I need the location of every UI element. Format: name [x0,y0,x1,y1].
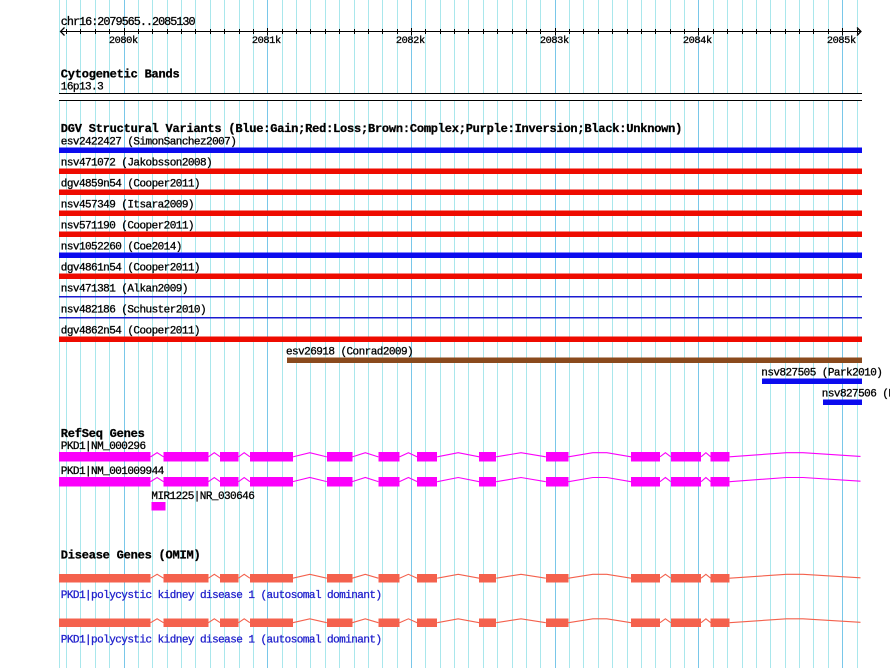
svg-text:2081k: 2081k [252,35,281,47]
svg-text:dgv4861n54 (Cooper2011): dgv4861n54 (Cooper2011) [61,263,200,275]
svg-text:esv2422427 (SimonSanchez2007): esv2422427 (SimonSanchez2007) [61,137,236,149]
svg-text:PKD1|NM_000296: PKD1|NM_000296 [61,441,146,453]
svg-text:dgv4862n54 (Cooper2011): dgv4862n54 (Cooper2011) [61,326,200,338]
svg-text:2082k: 2082k [396,35,425,47]
svg-text:2080k: 2080k [109,35,138,47]
svg-text:16p13.3: 16p13.3 [61,81,103,93]
svg-text:2084k: 2084k [683,35,712,47]
svg-text:nsv827505 (Park2010): nsv827505 (Park2010) [761,368,882,380]
svg-text:nsv457349 (Itsara2009): nsv457349 (Itsara2009) [61,200,194,212]
svg-text:2085k: 2085k [827,35,856,47]
svg-text:RefSeq Genes: RefSeq Genes [61,427,145,441]
svg-text:nsv482186 (Schuster2010): nsv482186 (Schuster2010) [61,305,206,317]
svg-text:chr16:2079565..2085130: chr16:2079565..2085130 [61,15,196,29]
svg-text:nsv571190 (Cooper2011): nsv571190 (Cooper2011) [61,221,194,233]
svg-text:PKD1|NM_001009944: PKD1|NM_001009944 [61,466,165,478]
svg-text:nsv471381 (Alkan2009): nsv471381 (Alkan2009) [61,284,188,296]
svg-text:Disease Genes (OMIM): Disease Genes (OMIM) [61,548,201,562]
svg-text:Cytogenetic Bands: Cytogenetic Bands [61,68,180,82]
svg-text:dgv4859n54 (Cooper2011): dgv4859n54 (Cooper2011) [61,179,200,191]
svg-text:nsv471072 (Jakobsson2008): nsv471072 (Jakobsson2008) [61,158,212,170]
svg-text:PKD1|polycystic kidney disease: PKD1|polycystic kidney disease 1 (autoso… [61,634,382,646]
svg-text:PKD1|polycystic kidney disease: PKD1|polycystic kidney disease 1 (autoso… [61,590,382,602]
svg-text:esv26918 (Conrad2009): esv26918 (Conrad2009) [286,347,413,359]
svg-text:MIR1225|NR_030646: MIR1225|NR_030646 [151,491,254,503]
svg-text:DGV Structural Variants (Blue:: DGV Structural Variants (Blue:Gain;Red:L… [61,122,682,136]
svg-text:nsv1052260 (Coe2014): nsv1052260 (Coe2014) [61,242,182,254]
svg-text:2083k: 2083k [540,35,569,47]
svg-text:nsv827506 (Park2010): nsv827506 (Park2010) [822,389,890,401]
